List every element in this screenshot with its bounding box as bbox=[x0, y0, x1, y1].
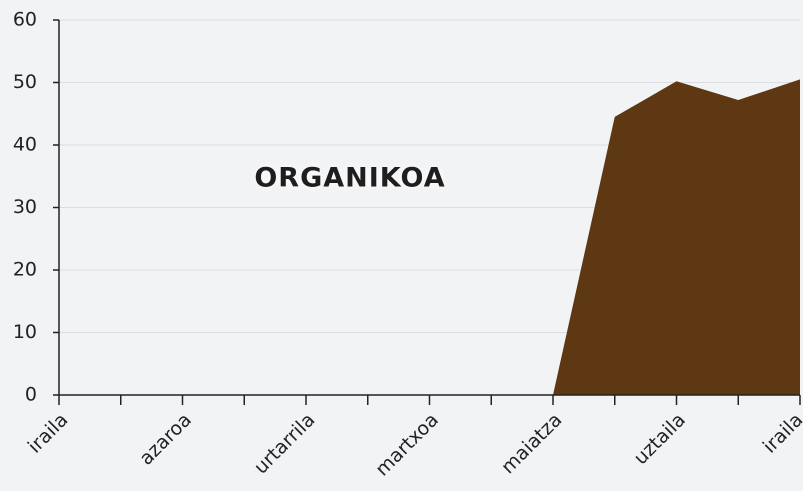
chart-title: ORGANIKOA bbox=[254, 163, 445, 194]
y-tick-label: 30 bbox=[13, 196, 37, 218]
marks bbox=[59, 79, 800, 395]
y-tick-label: 20 bbox=[13, 259, 37, 281]
y-tick-label: 40 bbox=[13, 134, 37, 156]
area bbox=[59, 79, 800, 395]
y-tick-label: 60 bbox=[13, 9, 37, 31]
y-tick-label: 50 bbox=[13, 71, 37, 93]
y-tick-label: 10 bbox=[13, 321, 37, 343]
y-tick-label: 0 bbox=[25, 384, 37, 406]
